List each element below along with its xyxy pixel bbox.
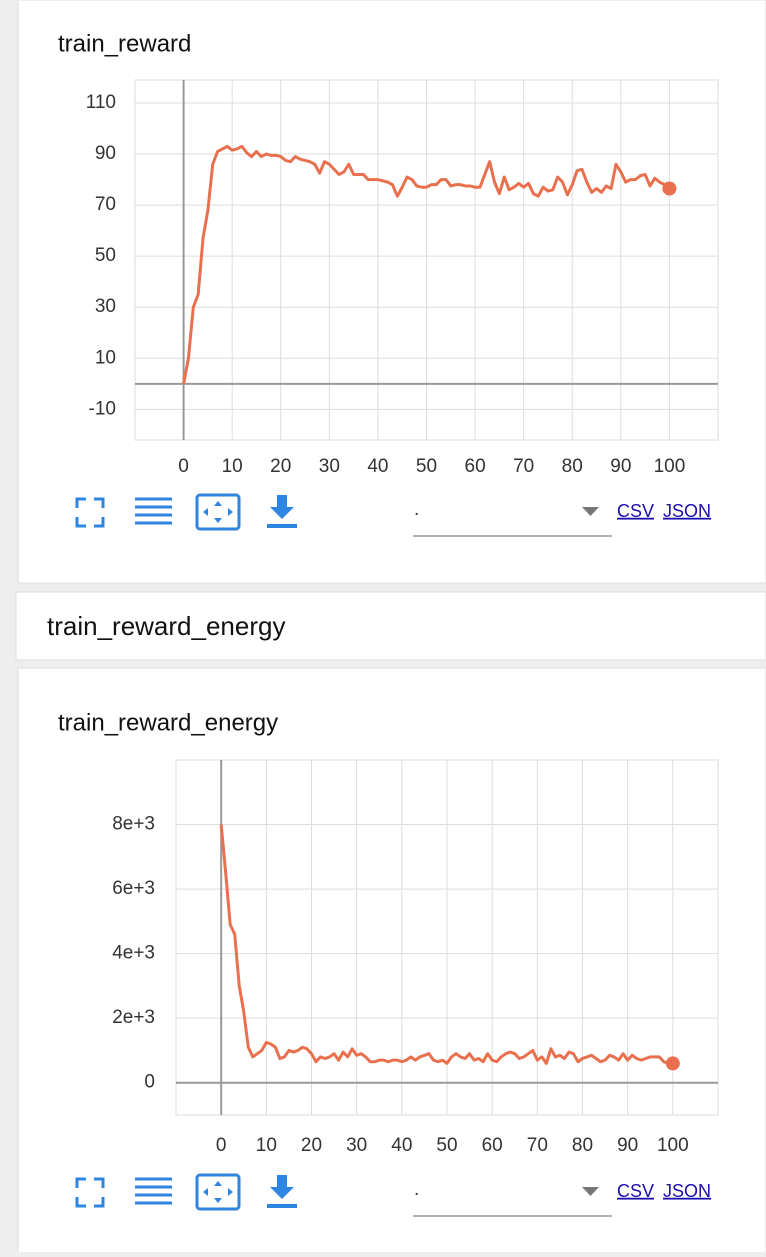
y-tick-label: -10	[89, 398, 116, 419]
y-tick-label: 4e+3	[112, 943, 155, 964]
x-tick-label: 90	[617, 1135, 638, 1156]
fit-icon	[203, 1181, 233, 1203]
line	[219, 824, 673, 1065]
line	[182, 144, 671, 385]
select-arrow	[582, 1187, 599, 1196]
x-tick-label: 50	[416, 456, 437, 477]
x-tick-label: 70	[513, 456, 534, 477]
x-tick-label: 60	[482, 1135, 503, 1156]
x-tick-label: 20	[301, 1135, 322, 1156]
section-title: train_reward_energy	[47, 611, 285, 641]
select-arrow	[582, 507, 599, 516]
x-tick-label: 100	[654, 456, 686, 477]
fit-button[interactable]	[195, 1173, 241, 1211]
fullscreen-button[interactable]	[75, 1177, 105, 1208]
lines-button[interactable]	[135, 1177, 172, 1205]
y-tick-label: 30	[95, 296, 116, 317]
x-tick-label: 10	[222, 456, 243, 477]
x-tick-label: 60	[465, 456, 486, 477]
x-tick-label: 50	[436, 1135, 457, 1156]
x-tick-label: 100	[657, 1135, 689, 1156]
chart-title: train_reward_energy	[58, 709, 278, 736]
last-point	[665, 1056, 680, 1071]
y-tick-label: 90	[95, 143, 116, 164]
lines-button[interactable]	[135, 497, 172, 525]
fit-icon	[203, 501, 233, 523]
x-tick-label: 70	[527, 1135, 548, 1156]
x-tick-label: 80	[572, 1135, 593, 1156]
x-tick-label: 0	[216, 1135, 227, 1156]
fullscreen-button[interactable]	[75, 497, 105, 528]
download-button[interactable]	[267, 495, 297, 528]
x-tick-label: 40	[391, 1135, 412, 1156]
toolbar	[75, 493, 297, 531]
y-tick-label: 0	[144, 1072, 155, 1093]
y-tick-label: 2e+3	[112, 1007, 155, 1028]
json-link[interactable]: JSON	[663, 501, 711, 521]
card	[17, 0, 766, 584]
x-tick-label: 30	[346, 1135, 367, 1156]
fit-button[interactable]	[195, 493, 241, 531]
y-tick-label: 6e+3	[112, 878, 155, 899]
csv-link[interactable]: CSV	[617, 1181, 654, 1201]
download-button[interactable]	[267, 1175, 297, 1208]
y-tick-label: 10	[95, 347, 116, 368]
csv-link[interactable]: CSV	[617, 501, 654, 521]
x-tick-label: 10	[256, 1135, 277, 1156]
x-tick-label: 80	[562, 456, 583, 477]
last-point	[662, 181, 677, 196]
y-tick-label: 50	[95, 245, 116, 266]
x-tick-label: 20	[270, 456, 291, 477]
x-tick-label: 0	[178, 456, 189, 477]
chart-title: train_reward	[58, 30, 191, 57]
run-select[interactable]: .	[414, 499, 419, 520]
y-tick-label: 8e+3	[112, 814, 155, 835]
toolbar	[75, 1173, 297, 1211]
y-tick-label: 70	[95, 194, 116, 215]
x-tick-label: 30	[319, 456, 340, 477]
x-tick-label: 40	[367, 456, 388, 477]
card	[17, 667, 766, 1257]
x-tick-label: 90	[610, 456, 631, 477]
y-tick-label: 110	[86, 92, 116, 113]
json-link[interactable]: JSON	[663, 1181, 711, 1201]
section-header	[15, 591, 766, 661]
run-select[interactable]: .	[414, 1179, 419, 1200]
